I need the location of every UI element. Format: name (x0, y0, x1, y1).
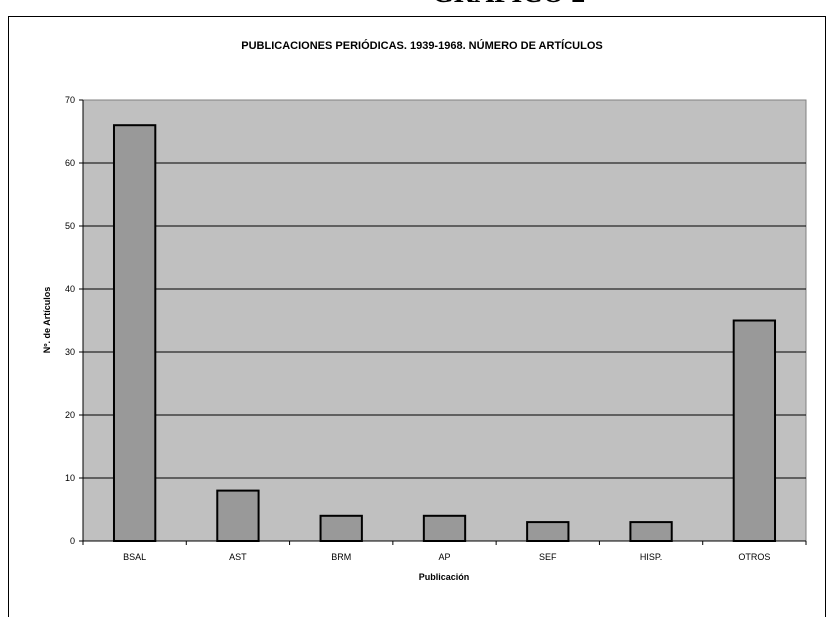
bar-brm (319, 514, 363, 542)
x-axis-label: Publicación (419, 572, 470, 582)
y-tick-label: 10 (65, 473, 75, 483)
y-tick-label: 70 (65, 95, 75, 105)
x-tick-label: SEF (539, 552, 557, 562)
x-tick-label: AST (229, 552, 247, 562)
bar-ap (422, 514, 467, 542)
x-tick-label: HISP. (640, 552, 662, 562)
bar-ast (216, 489, 260, 543)
y-tick-label: 30 (65, 347, 75, 357)
y-tick-label: 60 (65, 158, 75, 168)
x-tick-label: BRM (331, 552, 351, 562)
chart-title: PUBLICACIONES PERIÓDICAS. 1939-1968. NÚM… (241, 39, 602, 52)
y-axis-label: Nº. de Artículos (42, 287, 52, 353)
bar-bsal (112, 124, 157, 542)
y-tick-label: 40 (65, 284, 75, 294)
page-heading: GRÁFICO 2 (0, 0, 826, 18)
y-tick-label: 50 (65, 221, 75, 231)
x-tick-label: OTROS (738, 552, 770, 562)
bar-otros (732, 319, 777, 542)
plot-area (82, 99, 807, 542)
bar-hisp (629, 521, 673, 542)
bar-sef (526, 521, 570, 542)
y-tick-label: 0 (70, 536, 75, 546)
x-tick-label: AP (438, 552, 450, 562)
x-tick-label: BSAL (123, 552, 146, 562)
y-tick-label: 20 (65, 410, 75, 420)
